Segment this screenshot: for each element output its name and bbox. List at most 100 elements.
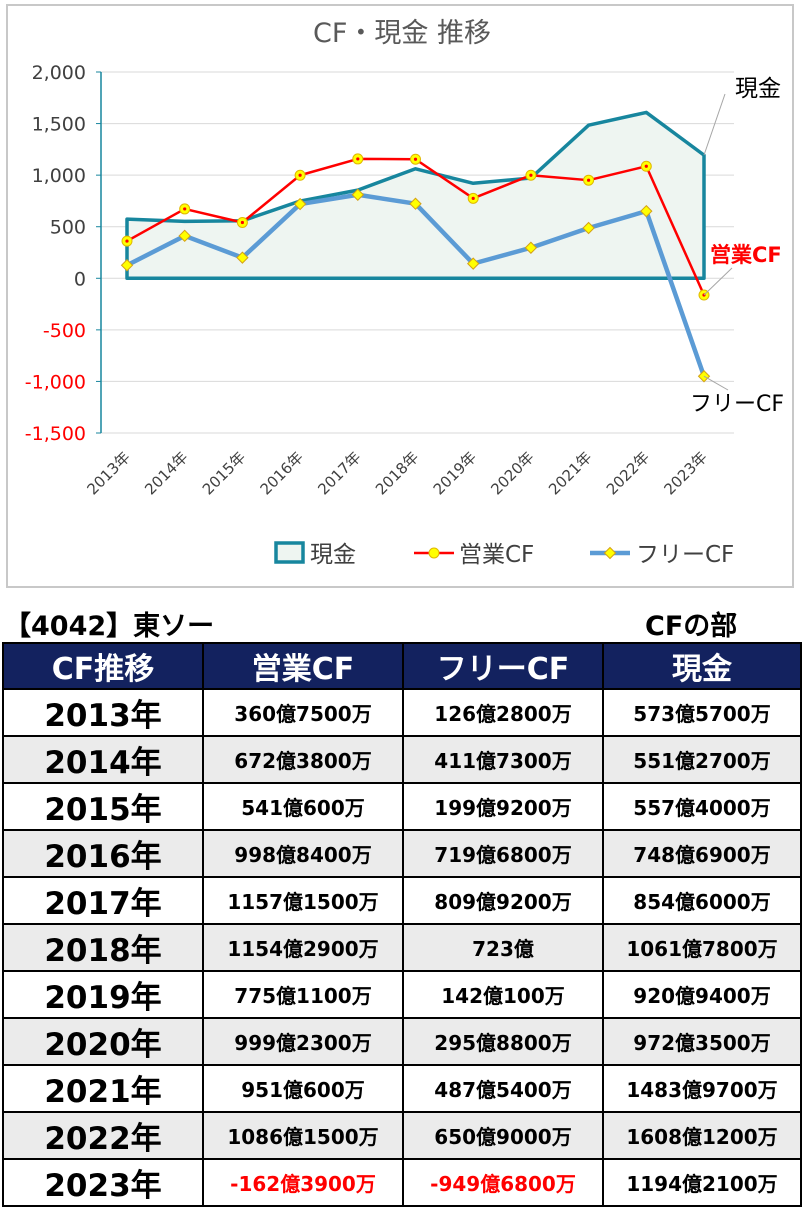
legend-cash-swatch — [274, 541, 305, 564]
header-cash: 現金 — [602, 642, 802, 690]
free-cf-callout-line — [703, 375, 729, 391]
operating-cf-cell: 1086億1500万 — [202, 1111, 404, 1160]
x-tick-label: 2016年 — [257, 448, 307, 498]
free-cf-cell: -949億6800万 — [402, 1158, 604, 1207]
operating-cf-cell: 775億1100万 — [202, 970, 404, 1019]
year-cell: 2016年 — [2, 829, 204, 878]
cash-cell: 1061億7800万 — [602, 923, 802, 972]
table-row: 2022年 1086億1500万 650億9000万 1608億1200万 — [2, 1111, 802, 1160]
table-row: 2013年 360億7500万 126億2800万 573億5700万 — [2, 688, 802, 737]
x-tick-label: 2017年 — [314, 448, 364, 498]
operating-cf-point-center — [240, 220, 244, 225]
operating-cf-point-center — [587, 178, 591, 182]
y-tick-label: -1,000 — [25, 371, 86, 393]
free-cf-cell: 126億2800万 — [402, 688, 604, 737]
y-tick-label: 2,000 — [32, 62, 86, 84]
table-row: 2015年 541億600万 199億9200万 557億4000万 — [2, 782, 802, 831]
operating-cf-cell: 672億3800万 — [202, 735, 404, 784]
section-label: CFの部 — [645, 611, 738, 642]
legend-free-cf-label: フリーCF — [636, 542, 734, 568]
operating-cf-callout-line — [703, 267, 733, 296]
operating-cf-cell: 541億600万 — [202, 782, 404, 831]
operating-cf-point-center — [298, 173, 302, 177]
header-cf-trend: CF推移 — [2, 642, 204, 690]
table-row: 2018年 1154億2900万 723億 1061億7800万 — [2, 923, 802, 972]
free-cf-callout-label: フリーCF — [690, 392, 784, 417]
year-cell: 2018年 — [2, 923, 204, 972]
cash-cell: 1483億9700万 — [602, 1064, 802, 1113]
free-cf-point — [351, 188, 365, 201]
y-tick-label: -1,500 — [25, 423, 86, 445]
operating-cf-cell: -162億3900万 — [202, 1158, 404, 1207]
cash-cell: 748億6900万 — [602, 829, 802, 878]
cash-callout-line — [703, 93, 726, 156]
free-cf-point — [293, 197, 307, 211]
operating-cf-point-center — [413, 157, 418, 161]
chart-svg: CF・現金 推移 2,000 1,500 1,000 500 0 -500 -1,000 -1,… — [25, 18, 784, 568]
year-cell: 2017年 — [2, 876, 204, 925]
free-cf-cell: 199億9200万 — [402, 782, 604, 831]
x-tick-label: 2015年 — [199, 448, 249, 498]
cash-cell: 573億5700万 — [602, 688, 802, 737]
cash-cell: 972億3500万 — [602, 1017, 802, 1066]
operating-cf-point-center — [356, 157, 360, 161]
cash-series-line — [125, 110, 706, 281]
operating-cf-cell: 360億7500万 — [202, 688, 404, 737]
legend-cash-label: 現金 — [310, 542, 356, 568]
x-tick-label: 2018年 — [372, 448, 422, 498]
year-cell: 2014年 — [2, 735, 204, 784]
x-tick-label: 2019年 — [430, 448, 480, 498]
year-cell: 2020年 — [2, 1017, 204, 1066]
operating-cf-cell: 1157億1500万 — [202, 876, 404, 925]
cash-cell: 557億4000万 — [602, 782, 802, 831]
free-cf-cell: 411億7300万 — [402, 735, 604, 784]
table-row: 2021年 951億600万 487億5400万 1483億9700万 — [2, 1064, 802, 1113]
operating-cf-point-center — [644, 164, 648, 168]
cash-cell: 1608億1200万 — [602, 1111, 802, 1160]
operating-cf-cell: 999億2300万 — [202, 1017, 404, 1066]
operating-cf-callout-label: 営業CF — [710, 243, 782, 267]
cf-table: CF推移 営業CF フリーCF 現金 2013年 360億7500万 126億280… — [2, 642, 802, 1207]
operating-cf-point-center — [125, 239, 129, 243]
free-cf-cell: 142億100万 — [402, 970, 604, 1019]
year-cell: 2022年 — [2, 1111, 204, 1160]
x-tick-label: 2020年 — [487, 448, 537, 498]
header-operating-cf: 営業CF — [202, 642, 404, 690]
x-tick-label: 2013年 — [83, 448, 133, 498]
free-cf-point — [640, 204, 653, 218]
free-cf-cell: 487億5400万 — [402, 1064, 604, 1113]
chart-title: CF・現金 推移 — [313, 18, 491, 49]
year-cell: 2023年 — [2, 1158, 204, 1207]
cash-cell: 854億6000万 — [602, 876, 802, 925]
table-row: 2017年 1157億1500万 809億9200万 854億6000万 — [2, 876, 802, 925]
free-cf-point — [120, 259, 134, 272]
legend-operating-cf-label: 営業CF — [459, 542, 534, 568]
x-tick-label: 2023年 — [660, 448, 710, 498]
operating-cf-cell: 1154億2900万 — [202, 923, 404, 972]
table-header-row: CF推移 営業CF フリーCF 現金 — [2, 642, 802, 690]
free-cf-point — [409, 197, 422, 210]
operating-cf-point-center — [183, 207, 187, 211]
free-cf-cell: 723億 — [402, 923, 604, 972]
x-tick-label: 2022年 — [603, 448, 653, 498]
x-tick-label: 2021年 — [545, 448, 595, 498]
operating-cf-point-center — [529, 173, 533, 177]
year-cell: 2019年 — [2, 970, 204, 1019]
operating-cf-cell: 998億8400万 — [202, 829, 404, 878]
cash-cell: 920億9400万 — [602, 970, 802, 1019]
free-cf-point — [466, 257, 480, 270]
table-row: 2023年 -162億3900万 -949億6800万 1194億2100万 — [2, 1158, 802, 1207]
free-cf-point — [582, 221, 595, 235]
cash-area-fill — [127, 112, 704, 279]
free-cf-cell: 719億6800万 — [402, 829, 604, 878]
cash-callout-label: 現金 — [735, 76, 781, 102]
year-cell: 2013年 — [2, 688, 204, 737]
cash-cell: 1194億2100万 — [602, 1158, 802, 1207]
table-row: 2020年 999億2300万 295億8800万 972億3500万 — [2, 1017, 802, 1066]
header-free-cf: フリーCF — [402, 642, 604, 690]
company-label: 【4042】東ソー — [4, 611, 215, 642]
year-cell: 2015年 — [2, 782, 204, 831]
free-cf-cell: 650億9000万 — [402, 1111, 604, 1160]
cash-cell: 551億2700万 — [602, 735, 802, 784]
table-row: 2016年 998億8400万 719億6800万 748億6900万 — [2, 829, 802, 878]
